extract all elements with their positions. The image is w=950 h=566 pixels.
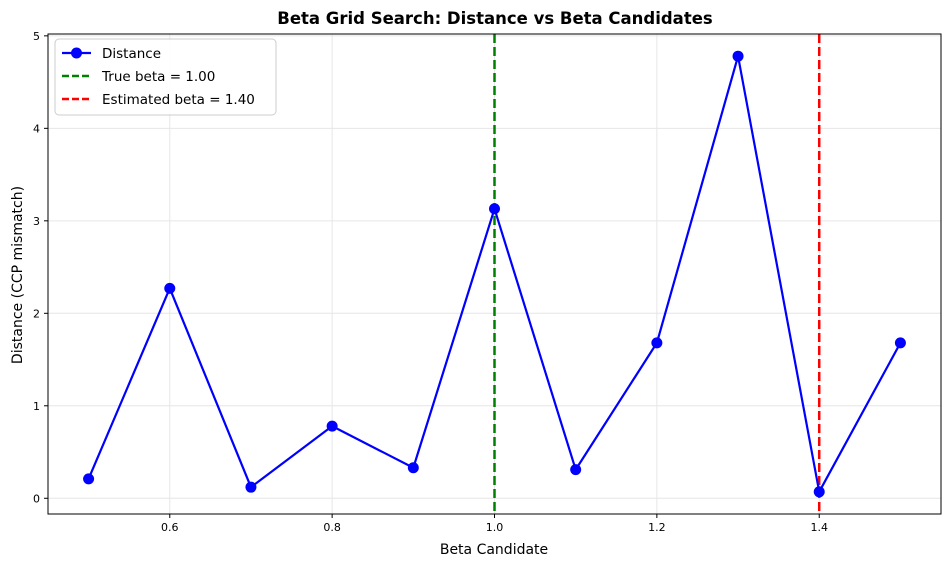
data-point (570, 464, 582, 476)
x-tick-label: 0.8 (323, 521, 341, 534)
x-tick-label: 1.0 (486, 521, 504, 534)
y-tick-label: 3 (33, 215, 40, 228)
data-point (326, 420, 338, 432)
x-tick-label: 1.2 (648, 521, 666, 534)
legend-label: Distance (102, 46, 161, 62)
reference-lines (493, 34, 821, 514)
chart-title: Beta Grid Search: Distance vs Beta Candi… (277, 9, 713, 28)
data-point (83, 473, 95, 485)
y-tick-label: 2 (33, 307, 40, 320)
data-point (245, 481, 257, 493)
legend-box (54, 38, 277, 116)
data-point (813, 486, 825, 498)
legend-label: Estimated beta = 1.40 (102, 92, 255, 108)
y-tick-label: 0 (33, 492, 40, 505)
legend-marker-swatch (71, 47, 82, 59)
data-point (894, 337, 906, 349)
legend-label: True beta = 1.00 (101, 69, 215, 85)
x-tick-label: 0.6 (161, 521, 179, 534)
data-point (164, 282, 176, 294)
data-point (407, 462, 419, 474)
axis-ticks: 0.6 0.8 1.0 1.2 1.4 0 1 2 3 4 5 (33, 30, 828, 534)
y-tick-label: 1 (33, 400, 40, 413)
y-axis-label: Distance (CCP mismatch) (10, 186, 26, 364)
y-tick-label: 4 (33, 122, 40, 135)
data-point (651, 337, 663, 349)
x-tick-label: 1.4 (810, 521, 828, 534)
series (83, 50, 906, 498)
data-point (732, 50, 744, 62)
x-axis-label: Beta Candidate (440, 542, 548, 558)
data-point (489, 203, 500, 215)
y-tick-label: 5 (33, 30, 40, 43)
legend: Distance True beta = 1.00 Estimated beta =… (54, 38, 277, 116)
